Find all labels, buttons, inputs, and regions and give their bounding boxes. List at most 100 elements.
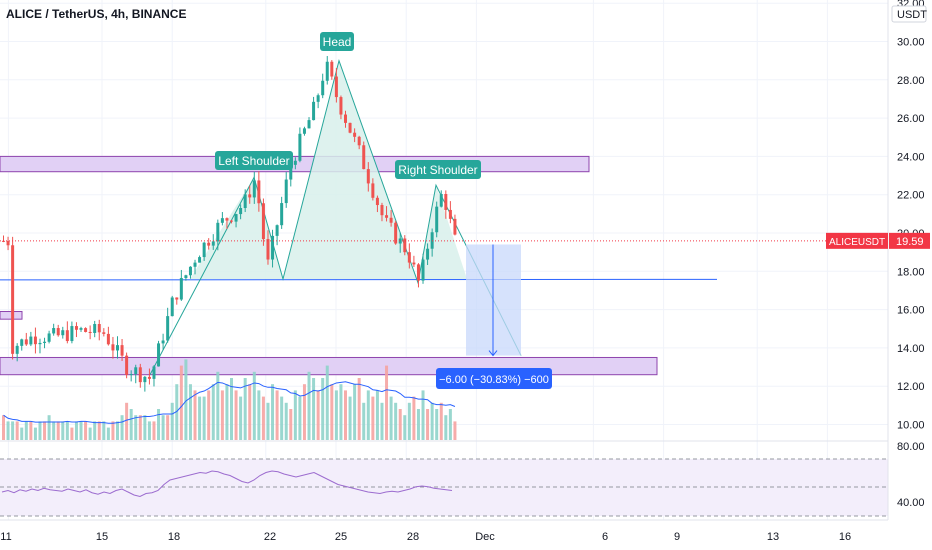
- volume-bar: [184, 359, 188, 440]
- volume-bar: [188, 384, 192, 440]
- volume-bar: [138, 415, 142, 440]
- candle: [266, 239, 270, 260]
- volume-bar: [394, 402, 398, 440]
- volume-bar: [426, 409, 430, 440]
- volume-bar: [284, 402, 288, 440]
- volume-bar: [24, 421, 28, 440]
- volume-bar: [293, 390, 297, 440]
- rsi-tick-label: 80.00: [897, 441, 925, 453]
- price-tick-label: 26.00: [897, 113, 925, 125]
- candle: [357, 136, 361, 146]
- candle: [353, 132, 357, 137]
- volume-bar: [298, 396, 302, 440]
- volume-bar: [43, 421, 47, 440]
- volume-bar: [280, 396, 284, 440]
- head-label: Head: [323, 35, 352, 49]
- measure-tool[interactable]: −6.00 (−30.83%) −600: [436, 244, 552, 389]
- candle: [97, 324, 101, 333]
- volume-bar: [97, 421, 101, 440]
- currency-label: USDT: [897, 9, 927, 21]
- volume-bar: [435, 409, 439, 440]
- candle: [111, 344, 115, 351]
- price-tick-label: 10.00: [897, 420, 925, 432]
- volume-bar: [116, 421, 119, 440]
- volume-bar: [271, 384, 275, 440]
- candle: [348, 122, 352, 133]
- time-tick-label: 15: [96, 531, 108, 543]
- right-shoulder-label: Right Shoulder: [398, 163, 477, 177]
- candle: [202, 242, 206, 258]
- candle: [385, 215, 389, 218]
- volume-bar: [252, 371, 256, 440]
- volume-bar: [207, 390, 211, 440]
- candle: [330, 61, 334, 77]
- volume-bar: [225, 384, 229, 440]
- price-tick-label: 28.00: [897, 75, 925, 87]
- volume-bar: [261, 396, 265, 440]
- candle: [225, 218, 229, 221]
- volume-bar: [430, 402, 434, 440]
- volume-bar: [421, 390, 425, 440]
- volume-bar: [157, 409, 161, 440]
- rsi-tick-label: 40.00: [897, 497, 925, 509]
- candle: [161, 340, 165, 344]
- volume-bar: [275, 390, 279, 440]
- volume-bar: [257, 390, 261, 440]
- candle: [138, 367, 142, 383]
- volume-bar: [302, 384, 306, 440]
- candle: [38, 342, 42, 345]
- volume-bar: [444, 415, 448, 440]
- left-shoulder-label-bg: [215, 151, 293, 170]
- volume-bar: [403, 415, 407, 440]
- candle: [147, 376, 151, 379]
- volume-bar: [339, 384, 343, 440]
- candle: [243, 194, 247, 209]
- time-tick-label: Dec: [475, 531, 495, 543]
- volume-bar: [371, 396, 375, 440]
- price-tick-label: 30.00: [897, 37, 925, 49]
- candle: [125, 355, 129, 375]
- candle: [166, 316, 170, 341]
- candle: [152, 366, 156, 379]
- pattern-labels: Head Left Shoulder Right Shoulder: [215, 32, 481, 179]
- volume-bar: [65, 421, 69, 440]
- candle: [380, 205, 384, 216]
- candle: [88, 331, 92, 333]
- candle: [435, 206, 439, 233]
- volume-bar: [56, 421, 60, 440]
- candle: [439, 194, 443, 207]
- candle: [298, 133, 302, 161]
- candle: [426, 248, 430, 260]
- volume-bar: [289, 409, 293, 440]
- volume-bar: [106, 427, 110, 440]
- candle: [11, 245, 15, 354]
- volume-bar: [307, 371, 311, 440]
- candle: [52, 328, 56, 334]
- volume-bar: [312, 378, 316, 440]
- candle: [421, 259, 425, 281]
- candle: [15, 345, 19, 354]
- time-tick-label: 11: [0, 531, 11, 543]
- candle: [344, 114, 347, 123]
- candle: [220, 218, 224, 223]
- volume-bar: [47, 415, 51, 440]
- candle: [334, 76, 338, 98]
- volume-bar: [161, 415, 165, 440]
- candle: [61, 330, 65, 336]
- volume-bar: [380, 402, 384, 440]
- volume-bars: [2, 359, 457, 440]
- candle: [20, 339, 24, 346]
- volume-bar: [453, 421, 457, 440]
- candle: [216, 222, 220, 242]
- neckline: [0, 278, 718, 281]
- candle: [47, 333, 51, 342]
- volume-bar: [38, 421, 42, 440]
- head-shoulders-pattern: [0, 58, 718, 375]
- volume-bar: [79, 421, 83, 440]
- volume-bar: [134, 415, 138, 440]
- candle: [193, 262, 197, 267]
- candle: [29, 336, 33, 345]
- candle: [184, 275, 188, 279]
